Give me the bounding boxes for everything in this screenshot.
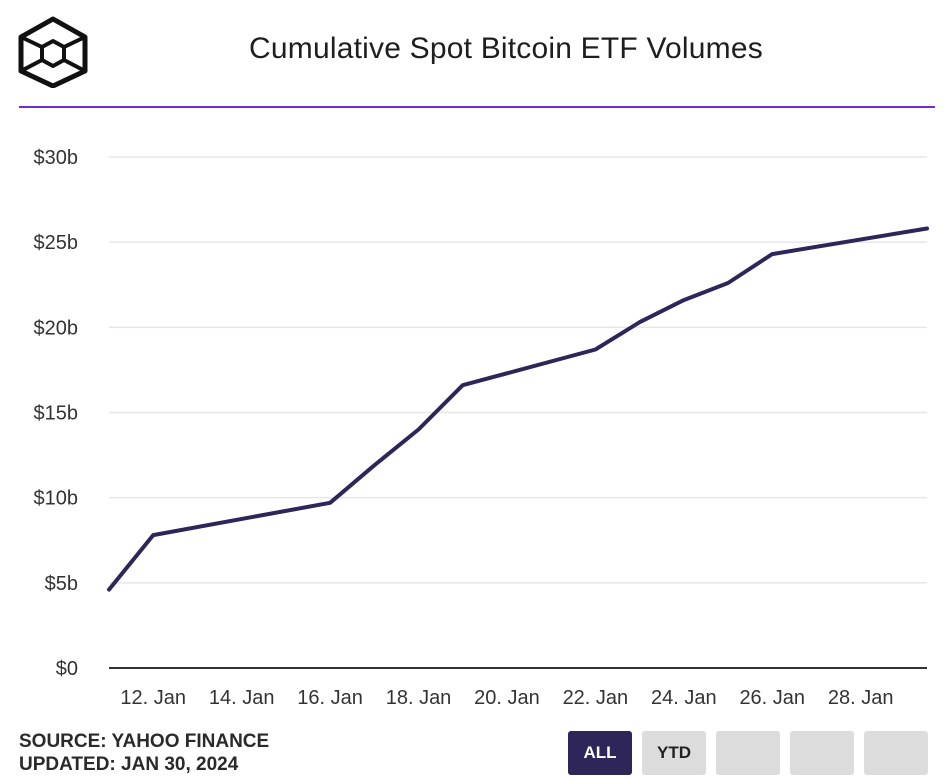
x-tick-label: 28. Jan: [828, 687, 894, 709]
x-tick-label: 20. Jan: [474, 687, 540, 709]
y-tick-label: $30b: [34, 147, 79, 169]
range-button-all[interactable]: ALL: [568, 731, 632, 775]
x-tick-label: 12. Jan: [120, 687, 186, 709]
cube-logo-icon: [18, 16, 88, 88]
x-tick-label: 16. Jan: [297, 687, 363, 709]
footer-notes: SOURCE: YAHOO FINANCE UPDATED: JAN 30, 2…: [19, 730, 269, 776]
y-axis-ticks: $0 $5b $10b $15b $20b $25b $30b: [34, 147, 79, 680]
y-tick-label: $15b: [34, 403, 79, 425]
updated-note: UPDATED: JAN 30, 2024: [19, 754, 239, 775]
x-tick-label: 26. Jan: [739, 687, 805, 709]
range-button-4[interactable]: [790, 731, 854, 775]
x-tick-label: 24. Jan: [651, 687, 717, 709]
range-button-5[interactable]: [864, 731, 928, 775]
x-tick-label: 14. Jan: [209, 687, 275, 709]
y-tick-label: $25b: [34, 232, 79, 254]
series-line-cumulative-volume: [107, 226, 929, 592]
title-divider: [19, 106, 935, 108]
y-tick-label: $20b: [34, 317, 79, 339]
y-tick-label: $5b: [45, 573, 78, 595]
x-tick-label: 22. Jan: [563, 687, 629, 709]
grid-lines: [109, 156, 927, 584]
range-button-3[interactable]: [716, 731, 780, 775]
source-note: SOURCE: YAHOO FINANCE: [19, 731, 270, 752]
x-axis-ticks: 12. Jan 14. Jan 16. Jan 18. Jan 20. Jan 22. J…: [120, 687, 893, 709]
chart-title: Cumulative Spot Bitcoin ETF Volumes: [249, 32, 763, 65]
y-tick-label: $0: [56, 658, 78, 680]
x-tick-label: 18. Jan: [386, 687, 452, 709]
range-button-ytd[interactable]: YTD: [642, 731, 706, 775]
y-tick-label: $10b: [34, 488, 79, 510]
